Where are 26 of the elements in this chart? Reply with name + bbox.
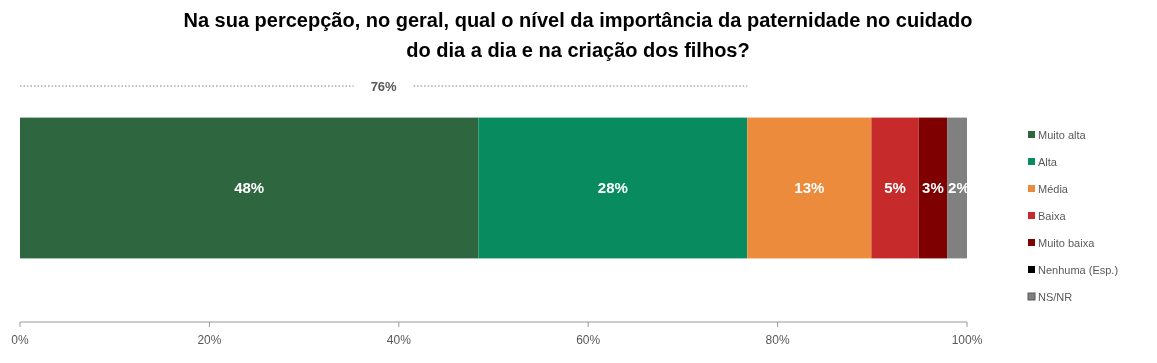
data-label: 48% — [234, 179, 265, 197]
x-tick-label: 100% — [951, 333, 983, 348]
bar — [871, 117, 919, 259]
x-tick-label: 0% — [11, 333, 29, 348]
legend-label: NS/NR — [1038, 290, 1073, 303]
x-tick-label: 40% — [386, 333, 412, 348]
x-tick-label: 20% — [197, 333, 222, 348]
x-tick-label: 80% — [765, 333, 790, 348]
x-tick-label: 60% — [576, 333, 601, 348]
bar — [747, 117, 872, 259]
text: 76% — [370, 78, 398, 94]
legend-label: Muito baixa — [1038, 236, 1096, 249]
bar — [947, 117, 967, 259]
legend-label: Nenhuma (Esp.) — [1038, 263, 1119, 276]
data-label: 28% — [597, 179, 628, 197]
data-label: 3% — [922, 179, 944, 197]
legend-label: Alta — [1038, 155, 1058, 168]
bar — [478, 117, 748, 259]
legend-label: Média — [1038, 182, 1069, 195]
legend-label: Muito alta — [1038, 128, 1087, 141]
legend-label: Baixa — [1038, 209, 1067, 222]
data-label: 5% — [884, 179, 906, 197]
bar — [20, 117, 479, 259]
bar — [918, 117, 948, 259]
chart-title: Na sua percepção, no geral, qual o nível da importância da paternidade no cuidado do dia a dia e na criação dos filhos? — [183, 9, 973, 61]
data-label: 13% — [794, 179, 825, 197]
